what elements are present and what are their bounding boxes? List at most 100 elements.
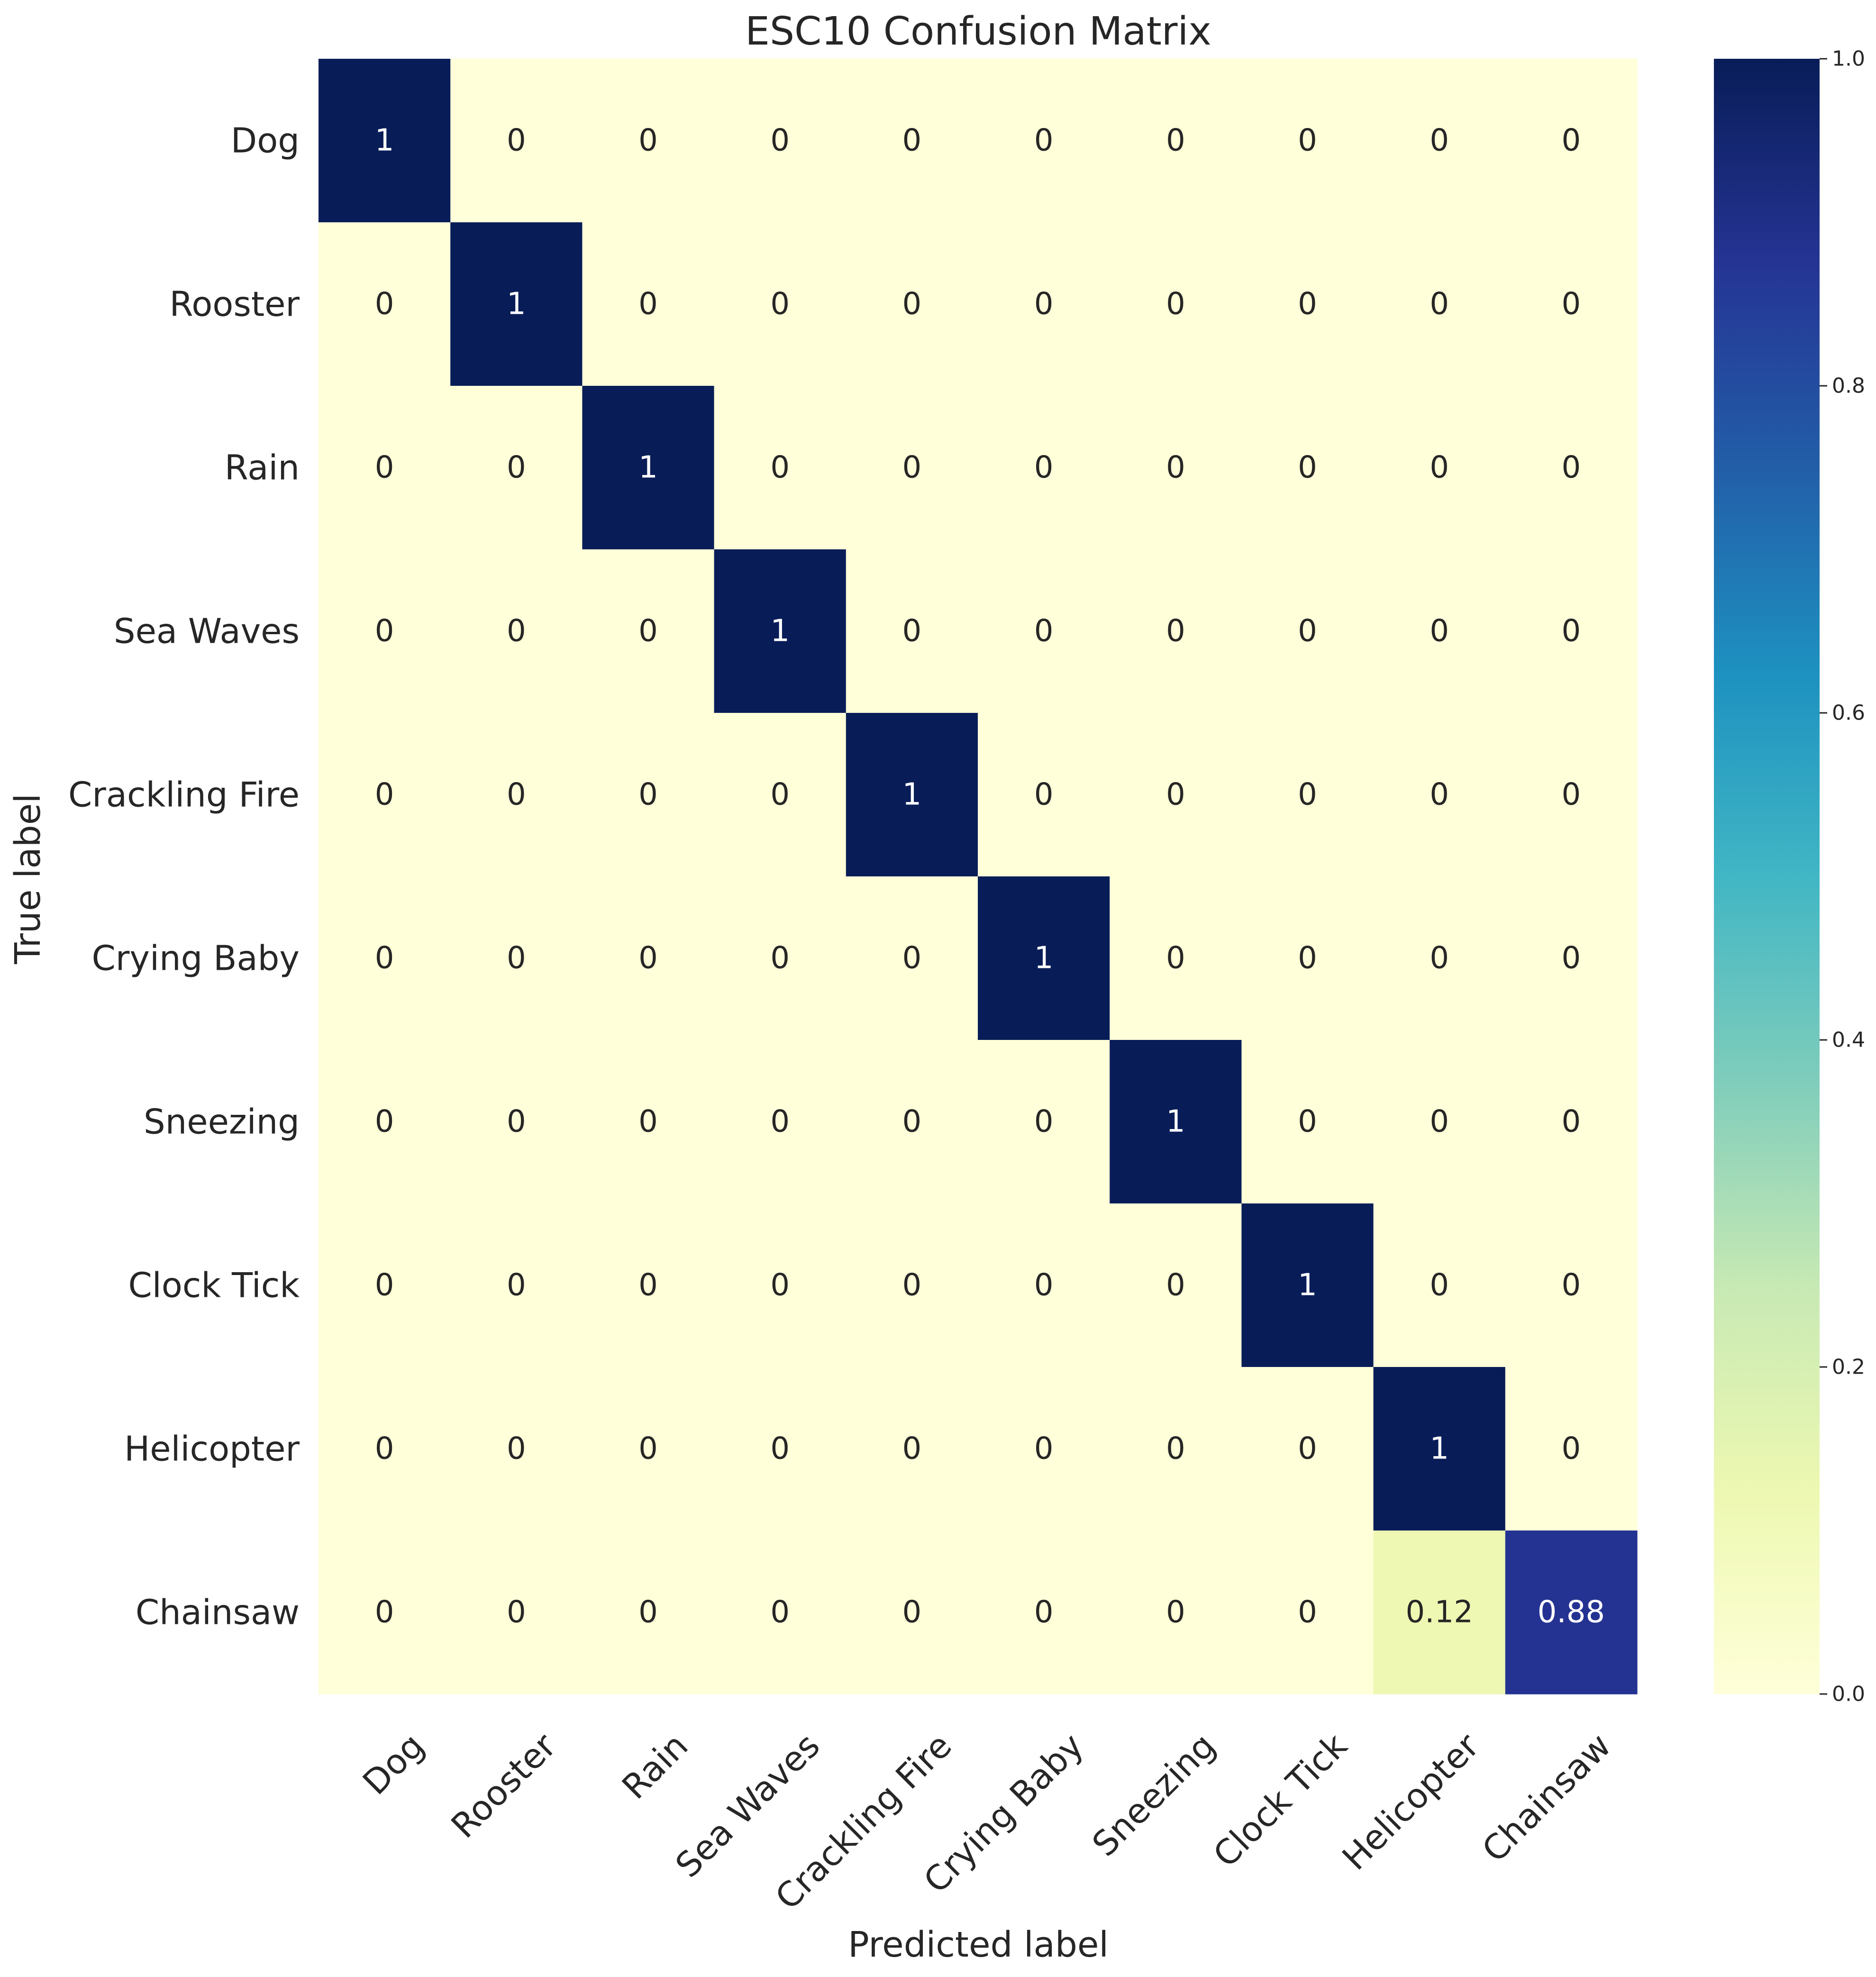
cell-label-5-9: 0 — [1562, 941, 1581, 976]
cell-label-9-1: 0 — [507, 1595, 526, 1630]
cell-1-5 — [978, 222, 1110, 386]
cell-label-8-3: 0 — [770, 1431, 790, 1467]
cell-1-2 — [582, 222, 715, 386]
cell-6-8 — [1373, 1040, 1506, 1204]
cell-label-7-1: 0 — [507, 1268, 526, 1303]
cell-label-6-3: 0 — [770, 1104, 790, 1139]
x-tick-label: Dog — [355, 1726, 432, 1803]
y-tick-label: Helicopter — [124, 1429, 300, 1469]
cell-9-1 — [450, 1531, 583, 1695]
y-tick-label: Rain — [225, 448, 300, 488]
y-tick-label: Crackling Fire — [68, 775, 300, 815]
cell-label-5-1: 0 — [507, 941, 526, 976]
cell-label-2-4: 0 — [902, 450, 922, 485]
cell-label-2-7: 0 — [1298, 450, 1317, 485]
cell-label-3-9: 0 — [1562, 614, 1581, 649]
cell-0-1 — [450, 59, 583, 223]
cell-label-1-2: 0 — [638, 287, 658, 322]
cell-label-6-5: 0 — [1034, 1104, 1054, 1139]
cell-4-5 — [978, 713, 1110, 877]
cell-label-1-8: 0 — [1430, 287, 1449, 322]
cell-label-6-4: 0 — [902, 1104, 922, 1139]
cell-label-4-0: 0 — [375, 777, 394, 812]
cell-label-0-4: 0 — [902, 123, 922, 158]
cell-8-1 — [450, 1367, 583, 1531]
cell-label-4-7: 0 — [1298, 777, 1317, 812]
cell-label-5-4: 0 — [902, 941, 922, 976]
cell-2-3 — [714, 386, 847, 550]
cell-label-3-5: 0 — [1034, 614, 1054, 649]
y-tick-label: Clock Tick — [128, 1266, 300, 1305]
cell-label-8-1: 0 — [507, 1431, 526, 1467]
cell-9-0 — [319, 1531, 451, 1695]
colorbar-tick-label: 0.0 — [1832, 1682, 1865, 1706]
cell-8-6 — [1110, 1367, 1242, 1531]
cell-label-6-1: 0 — [507, 1104, 526, 1139]
cell-8-3 — [714, 1367, 847, 1531]
cell-label-9-5: 0 — [1034, 1595, 1054, 1630]
cell-4-7 — [1241, 713, 1374, 877]
colorbar-tick-label: 0.8 — [1832, 374, 1865, 398]
cell-1-3 — [714, 222, 847, 386]
cell-label-0-3: 0 — [770, 123, 790, 158]
cell-6-6 — [1110, 1040, 1242, 1204]
cell-label-8-4: 0 — [902, 1431, 922, 1467]
cell-4-6 — [1110, 713, 1242, 877]
cell-label-6-0: 0 — [375, 1104, 394, 1139]
cell-6-5 — [978, 1040, 1110, 1204]
cell-2-7 — [1241, 386, 1374, 550]
cell-label-2-9: 0 — [1562, 450, 1581, 485]
cell-3-7 — [1241, 549, 1374, 713]
y-tick-label: Chainsaw — [136, 1593, 300, 1632]
cell-label-1-3: 0 — [770, 287, 790, 322]
cell-2-1 — [450, 386, 583, 550]
cell-label-6-8: 0 — [1430, 1104, 1449, 1139]
cell-label-7-0: 0 — [375, 1268, 394, 1303]
cell-label-5-7: 0 — [1298, 941, 1317, 976]
cell-label-9-0: 0 — [375, 1595, 394, 1630]
y-tick-label: Sea Waves — [114, 611, 300, 651]
cell-label-3-0: 0 — [375, 614, 394, 649]
colorbar-tick-label: 0.4 — [1832, 1028, 1865, 1052]
y-tick-label: Dog — [231, 121, 300, 161]
cell-label-6-6: 1 — [1166, 1104, 1185, 1139]
cell-0-6 — [1110, 59, 1242, 223]
y-tick-label: Sneezing — [144, 1102, 300, 1142]
cell-0-4 — [846, 59, 978, 223]
cell-label-1-1: 1 — [507, 287, 526, 322]
cell-7-8 — [1373, 1203, 1506, 1367]
cell-7-3 — [714, 1203, 847, 1367]
cell-label-7-4: 0 — [902, 1268, 922, 1303]
cell-1-9 — [1505, 222, 1638, 386]
cell-label-4-9: 0 — [1562, 777, 1581, 812]
cell-label-0-2: 0 — [638, 123, 658, 158]
cell-6-3 — [714, 1040, 847, 1204]
cell-4-3 — [714, 713, 847, 877]
cell-3-2 — [582, 549, 715, 713]
cell-2-9 — [1505, 386, 1638, 550]
cell-1-4 — [846, 222, 978, 386]
cell-6-4 — [846, 1040, 978, 1204]
cell-2-2 — [582, 386, 715, 550]
x-tick-label: Rooster — [444, 1725, 564, 1846]
cell-label-4-3: 0 — [770, 777, 790, 812]
cell-label-2-0: 0 — [375, 450, 394, 485]
colorbar-tick-label: 0.2 — [1832, 1355, 1865, 1379]
cell-label-4-6: 0 — [1166, 777, 1185, 812]
cell-label-7-7: 1 — [1298, 1268, 1317, 1303]
cell-label-8-9: 0 — [1562, 1431, 1581, 1467]
cell-label-2-2: 1 — [638, 450, 658, 485]
cell-6-1 — [450, 1040, 583, 1204]
cell-3-9 — [1505, 549, 1638, 713]
cell-7-6 — [1110, 1203, 1242, 1367]
cell-3-6 — [1110, 549, 1242, 713]
cell-0-9 — [1505, 59, 1638, 223]
cell-6-9 — [1505, 1040, 1638, 1204]
cell-label-3-2: 0 — [638, 614, 658, 649]
cell-7-2 — [582, 1203, 715, 1367]
cell-7-9 — [1505, 1203, 1638, 1367]
cell-5-0 — [319, 876, 451, 1040]
x-tick-label: Chainsaw — [1475, 1726, 1619, 1870]
cell-label-2-8: 0 — [1430, 450, 1449, 485]
